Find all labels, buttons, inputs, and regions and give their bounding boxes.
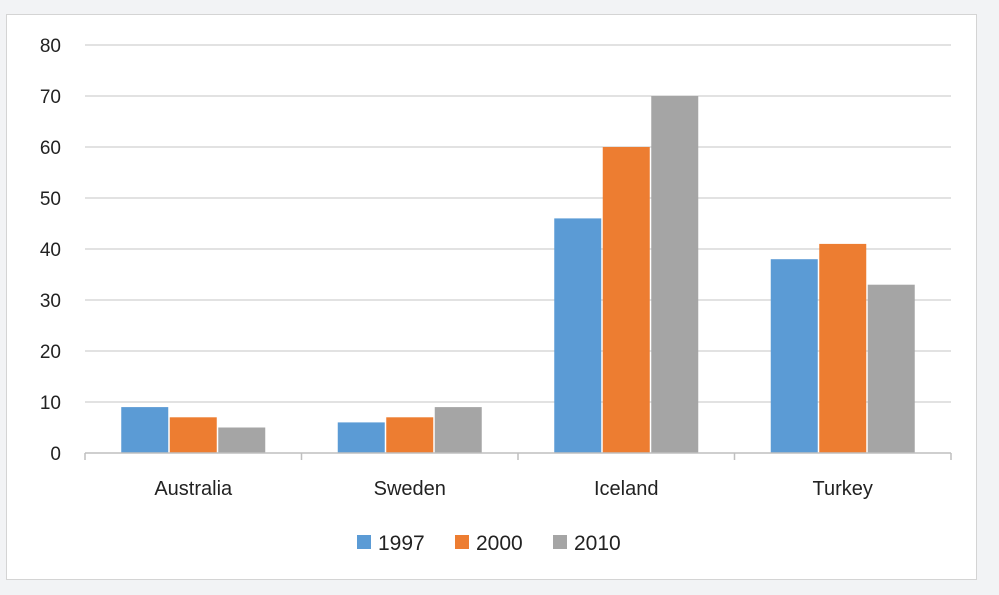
bar-iceland-2010 — [651, 96, 699, 453]
legend-label: 2010 — [574, 532, 621, 555]
category-label: Iceland — [594, 478, 659, 500]
bar-sweden-2010 — [434, 407, 482, 453]
legend-swatch — [553, 535, 567, 549]
y-tick-label: 40 — [40, 240, 61, 261]
x-axis — [84, 452, 952, 460]
y-tick-label: 30 — [40, 291, 61, 312]
bar-australia-2000 — [169, 417, 217, 453]
bar-turkey-2000 — [819, 243, 867, 453]
y-tick-label: 50 — [40, 189, 61, 210]
y-tick-label: 80 — [40, 36, 61, 57]
y-tick-label: 70 — [40, 87, 61, 108]
bar-turkey-2010 — [867, 284, 915, 453]
legend: 1997 2000 2010 — [357, 532, 621, 555]
bar-australia-2010 — [218, 427, 266, 453]
y-tick-label: 60 — [40, 138, 61, 159]
legend-swatch — [455, 535, 469, 549]
bar-iceland-1997 — [554, 218, 602, 453]
y-axis-tick-labels: 0 10 20 30 40 50 60 70 80 — [40, 36, 61, 465]
bar-turkey-1997 — [770, 259, 818, 453]
bars — [121, 96, 915, 453]
legend-swatch — [357, 535, 371, 549]
category-label: Sweden — [374, 478, 446, 500]
bar-australia-1997 — [121, 407, 169, 453]
legend-label: 1997 — [378, 532, 425, 555]
y-tick-label: 20 — [40, 342, 61, 363]
y-tick-label: 0 — [50, 444, 61, 465]
bar-iceland-2000 — [602, 147, 650, 453]
bar-sweden-2000 — [386, 417, 434, 453]
bar-sweden-1997 — [337, 422, 385, 453]
category-label: Australia — [154, 478, 233, 500]
legend-label: 2000 — [476, 532, 523, 555]
y-tick-label: 10 — [40, 393, 61, 414]
x-axis-category-labels: Australia Sweden Iceland Turkey — [154, 478, 873, 500]
category-label: Turkey — [813, 478, 873, 500]
